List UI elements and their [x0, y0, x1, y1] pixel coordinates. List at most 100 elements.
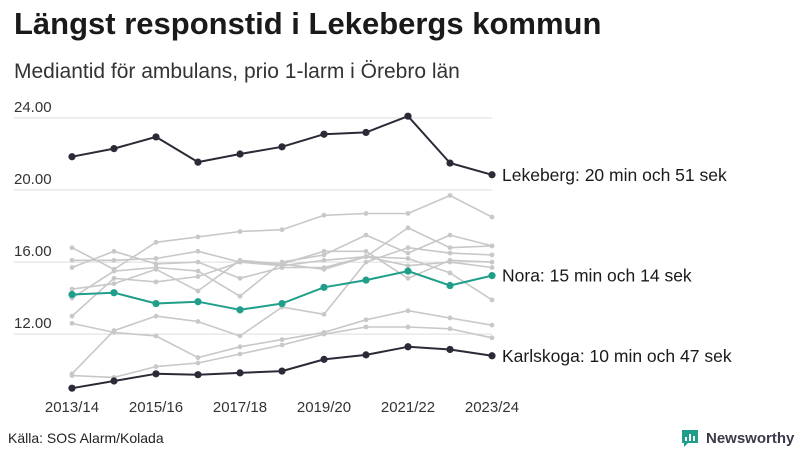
background-series-6-point — [69, 313, 75, 319]
nora-point — [194, 298, 202, 306]
background-series-6-point — [111, 275, 117, 281]
background-series-1-point — [405, 211, 411, 216]
background-series-7-point — [69, 320, 75, 326]
x-tick-label: 2021/22 — [381, 399, 435, 416]
background-series-5-point — [447, 232, 453, 238]
newsworthy-logo-icon — [682, 430, 698, 447]
background-series-2-point — [111, 257, 117, 263]
karlskoga-point — [110, 377, 118, 385]
background-series-1-point — [195, 234, 201, 240]
background-series-7-point — [279, 337, 285, 342]
background-series-7-point — [195, 355, 201, 360]
background-series-7-point — [237, 344, 243, 350]
brand-logo: Newsworthy — [680, 428, 794, 448]
background-series-1-point — [69, 245, 75, 251]
y-tick-label: 20.00 — [14, 171, 52, 188]
y-axis-ticks: 12.00 16.00 20.00 24.00 — [14, 99, 52, 332]
nora-point — [236, 306, 244, 314]
karlskoga-point — [68, 384, 76, 392]
background-series-7-point — [363, 317, 369, 323]
lekeberg-point — [404, 112, 412, 120]
background-series-4-point — [69, 286, 75, 292]
lekeberg-point — [236, 150, 244, 158]
background-series-3-point — [195, 259, 201, 265]
lekeberg-point — [194, 158, 202, 166]
background-series-1-point — [279, 227, 285, 233]
background-series-3-point — [237, 275, 243, 281]
background-series-6-point — [279, 261, 285, 267]
karlskoga-point — [404, 343, 412, 351]
lekeberg-point — [278, 143, 286, 151]
nora-point — [446, 281, 454, 290]
background-series-4-point — [447, 257, 453, 263]
nora-point — [68, 290, 76, 299]
background-series-8-point — [153, 313, 159, 319]
chart-subtitle: Mediantid för ambulans, prio 1-larm i Ör… — [14, 60, 460, 83]
background-series-6-point — [153, 279, 159, 285]
background-series-9-point — [489, 335, 495, 341]
highlighted-series-group — [68, 112, 496, 392]
background-series-3-point — [153, 261, 159, 267]
background-series-5-point — [195, 268, 201, 274]
karlskoga-point — [194, 371, 202, 379]
background-series-8-point — [195, 319, 201, 324]
x-tick-label: 2017/18 — [213, 399, 267, 416]
background-series-6-point — [447, 270, 453, 276]
x-tick-label: 2023/24 — [465, 399, 519, 416]
background-series-1-point — [153, 239, 159, 245]
karlskoga-point — [278, 367, 286, 375]
background-series-5-point — [489, 243, 495, 249]
nora-point — [488, 272, 496, 280]
karlskoga-point — [236, 369, 244, 377]
background-series-9-point — [195, 360, 201, 366]
nora-point — [320, 283, 328, 291]
background-series-7-point — [489, 322, 495, 328]
lekeberg-point — [362, 128, 370, 137]
lekeberg-point — [68, 153, 76, 161]
lekeberg-end-label: Lekeberg: 20 min och 51 sek — [502, 165, 727, 185]
nora-end-label: Nora: 15 min och 14 sek — [502, 266, 692, 286]
background-series-3-point — [489, 265, 495, 270]
background-series-1-point — [363, 211, 369, 216]
background-series-8-point — [111, 328, 117, 333]
background-series-4-point — [111, 281, 117, 287]
background-series-2-point — [153, 256, 159, 261]
lekeberg-point — [320, 130, 328, 138]
background-series-5-point — [153, 265, 159, 270]
karlskoga-end-label: Karlskoga: 10 min och 47 sek — [502, 346, 732, 366]
background-series-4-point — [195, 288, 201, 294]
background-series-9-point — [237, 351, 243, 357]
x-tick-label: 2015/16 — [129, 399, 183, 416]
background-series-2-point — [405, 225, 411, 231]
background-series-group — [69, 193, 495, 380]
background-series-6-point — [489, 297, 495, 303]
lekeberg-point — [446, 159, 454, 167]
background-series-8-point — [363, 259, 369, 265]
x-tick-label: 2019/20 — [297, 399, 351, 416]
background-series-5-point — [111, 268, 117, 274]
nora-point — [152, 299, 160, 308]
y-tick-label: 16.00 — [14, 243, 52, 260]
background-series-9-point — [447, 326, 453, 332]
background-series-2-point — [321, 257, 327, 263]
background-series-9-point — [321, 331, 327, 337]
lekeberg-point — [488, 171, 496, 179]
gridlines — [14, 117, 492, 335]
background-series-4-point — [405, 275, 411, 281]
x-axis-ticks: 2013/14 2015/16 2017/18 2019/20 2021/22 2023/… — [45, 399, 519, 416]
nora-point — [404, 267, 412, 275]
background-series-2-point — [195, 248, 201, 254]
background-series-1-point — [489, 214, 495, 220]
background-series-5-point — [363, 232, 369, 238]
background-series-5-point — [321, 252, 327, 258]
y-tick-label: 24.00 — [14, 99, 52, 116]
lekeberg-point — [110, 145, 118, 153]
brand-name: Newsworthy — [706, 429, 795, 447]
background-series-1-point — [237, 229, 243, 234]
background-series-9-point — [69, 373, 75, 378]
background-series-7-point — [405, 308, 411, 314]
background-series-3-point — [405, 263, 411, 269]
background-series-3-point — [279, 265, 285, 270]
background-series-2-point — [69, 257, 75, 263]
